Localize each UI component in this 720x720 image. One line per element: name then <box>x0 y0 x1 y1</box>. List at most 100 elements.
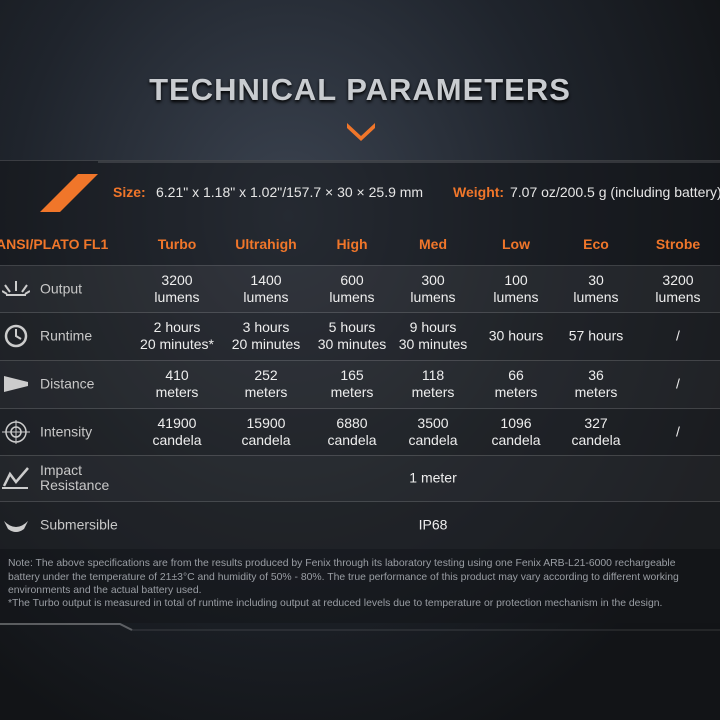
cell-line: 6880 <box>336 414 368 431</box>
row-label: Distance <box>40 375 95 392</box>
table-cell: 5 hours 30 minutes <box>318 319 386 353</box>
row-label-line: Distance <box>40 375 95 392</box>
cell-line: meters <box>155 384 199 400</box>
cell-line: 30 minutes <box>398 336 468 352</box>
table-cell: 3500 candela <box>408 415 457 449</box>
cell-line: 3200 <box>161 271 193 288</box>
row-label-line: Runtime <box>40 327 93 344</box>
spec-label: Size: <box>113 184 146 200</box>
cell-line: 66 <box>508 367 524 383</box>
table-cell: IP68 <box>419 516 448 533</box>
cell-line: 165 <box>340 367 364 383</box>
cell-line: 1 meter <box>409 469 457 486</box>
cell-line: 327 <box>584 414 608 431</box>
table-cell: 3200 lumens <box>154 272 199 306</box>
table-cell: 600 lumens <box>329 272 374 306</box>
cell-line: 36 <box>588 367 604 383</box>
cell-line: lumens <box>154 288 200 305</box>
cell-line: 1400 <box>250 271 282 288</box>
cell-line: IP68 <box>418 516 448 532</box>
cell-line: lumens <box>410 288 456 305</box>
row-icon <box>2 419 30 444</box>
cell-line: meters <box>244 384 288 400</box>
column-header: High <box>336 236 368 252</box>
spec-panel <box>0 160 720 623</box>
note-line: *The Turbo output is measured in total o… <box>8 598 663 609</box>
cell-line: candela <box>327 431 377 448</box>
table-cell: 3 hours 20 minutes <box>232 319 300 353</box>
column-header: ANSI/PLATO FL1 <box>0 236 109 252</box>
table-cell: 41900 candela <box>152 415 201 449</box>
cell-line: 20 minutes <box>231 336 301 352</box>
row-icon <box>4 376 28 392</box>
cell-line: candela <box>571 431 621 448</box>
row-label-line: Submersible <box>40 516 118 532</box>
cell-line: 252 <box>254 367 278 383</box>
row-label: Runtime <box>40 327 93 344</box>
row-label-line: Resistance <box>40 477 110 493</box>
spec-value: 7.07 oz/200.5 g (including battery) <box>510 184 720 200</box>
cell-line: 2 hours <box>153 319 201 335</box>
table-cell: 165 meters <box>331 367 374 401</box>
cell-line: 30 hours <box>488 327 544 344</box>
cell-line: 20 minutes* <box>140 336 214 352</box>
cell-line: / <box>676 375 680 392</box>
table-cell: 9 hours 30 minutes <box>399 319 467 353</box>
cell-line: 118 <box>421 367 445 383</box>
cell-line: candela <box>241 431 291 448</box>
cell-line: candela <box>408 431 458 448</box>
cell-line: candela <box>491 431 541 448</box>
cell-line: 30 <box>588 271 604 288</box>
table-cell: 2 hours 20 minutes* <box>140 319 214 353</box>
cell-line: meters <box>330 384 374 400</box>
panel-frame <box>40 161 720 212</box>
cell-line: meters <box>411 384 455 400</box>
column-header: Med <box>419 236 447 252</box>
cell-line: 15900 <box>246 414 286 431</box>
table-cell: 300 lumens <box>410 272 455 306</box>
row-label: Output <box>40 281 82 296</box>
note-line: environments and the actual battery used… <box>8 585 202 596</box>
table-cell: 410 meters <box>156 367 199 401</box>
table-cell: 30 lumens <box>573 272 618 306</box>
cell-line: 5 hours <box>328 319 376 335</box>
column-header: Eco <box>583 236 609 252</box>
cell-line: 41900 <box>157 414 197 431</box>
spec-value: 6.21" x 1.18" x 1.02"/157.7 × 30 × 25.9 … <box>156 184 424 200</box>
table-cell: 100 lumens <box>493 272 538 306</box>
table-cell: 36 meters <box>575 367 618 401</box>
cell-line: / <box>676 327 680 344</box>
table-cell: 57 hours <box>569 328 623 345</box>
cell-line: 410 <box>165 367 189 383</box>
table-cell: 15900 candela <box>241 415 290 449</box>
chevron-icon <box>347 123 375 141</box>
cell-line: meters <box>574 384 618 400</box>
table-cell: 6880 candela <box>327 415 376 449</box>
table-cell: / <box>676 376 680 393</box>
row-label: Impact Resistance <box>40 463 109 493</box>
cell-line: lumens <box>655 288 701 305</box>
table-cell: 327 candela <box>571 415 620 449</box>
cell-line: meters <box>494 384 538 400</box>
row-icon <box>2 467 29 489</box>
cell-line: lumens <box>243 288 289 305</box>
row-band <box>0 265 720 313</box>
row-icon <box>4 520 28 532</box>
cell-line: lumens <box>573 288 619 305</box>
cell-line: candela <box>152 431 202 448</box>
note-line: battery under the temperature of 21±3°C … <box>8 572 679 583</box>
row-label-line: Output <box>40 280 83 296</box>
row-label-line: Impact <box>40 462 83 478</box>
row-icon <box>2 280 30 296</box>
row-label-line: Intensity <box>40 423 93 439</box>
cell-line: lumens <box>493 288 539 305</box>
title: TECHNICAL PARAMETERS <box>149 72 571 107</box>
table-cell: 30 hours <box>489 328 543 345</box>
cell-line: 3200 <box>662 271 694 288</box>
table-cell: 1400 lumens <box>243 272 288 306</box>
cell-line: 57 hours <box>568 327 624 344</box>
cell-line: 3500 <box>417 414 449 431</box>
row-icon <box>4 324 28 348</box>
bottom-frame <box>0 623 720 631</box>
